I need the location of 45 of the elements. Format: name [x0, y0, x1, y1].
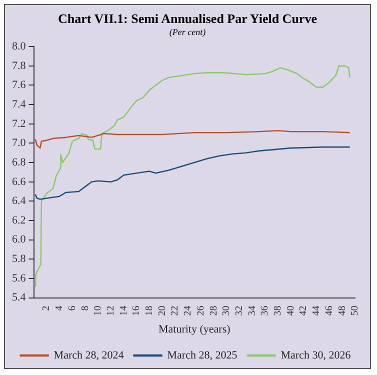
- y-tick-label: 7.2: [12, 118, 26, 130]
- y-tick-label: 5.6: [12, 272, 26, 284]
- y-tick-label: 6.4: [12, 195, 26, 208]
- x-tick-label: 18: [144, 306, 156, 316]
- x-tick-label: 24: [182, 306, 194, 316]
- legend-label: March 30, 2026: [280, 349, 352, 362]
- x-tick-label: 34: [246, 306, 258, 316]
- x-tick-label: 2: [41, 306, 52, 311]
- y-tick-label: 7.0: [12, 137, 26, 150]
- y-tick-label: 5.4: [12, 292, 26, 304]
- x-tick-label: 20: [156, 306, 168, 316]
- y-tick-label: 7.4: [12, 98, 26, 110]
- x-tick-label: 30: [221, 306, 232, 316]
- y-tick-label: 8.0: [12, 40, 26, 52]
- x-tick-label: 48: [336, 306, 348, 316]
- y-tick-label: 7.8: [12, 60, 26, 72]
- x-tick-label: 12: [105, 306, 116, 316]
- x-tick-label: 28: [208, 306, 220, 316]
- y-tick-label: 7.6: [12, 79, 26, 92]
- x-tick-label: 22: [170, 306, 181, 316]
- x-tick-label: 16: [131, 306, 142, 316]
- y-tick-label: 6.6: [12, 176, 26, 188]
- x-tick-label: 40: [285, 306, 296, 316]
- x-tick-label: 36: [260, 306, 271, 316]
- x-tick-label: 38: [272, 306, 284, 316]
- y-tick-label: 6.8: [12, 156, 26, 168]
- legend-label: March 28, 2024: [54, 349, 124, 362]
- x-tick-label: 4: [54, 306, 66, 311]
- x-tick-label: 8: [80, 306, 91, 311]
- x-tick-label: 50: [350, 306, 361, 316]
- x-tick-label: 14: [118, 306, 130, 316]
- chart-subtitle: (Per cent): [168, 27, 207, 37]
- x-tick-label: 26: [195, 306, 206, 316]
- y-tick-label: 6.0: [12, 234, 26, 246]
- x-tick-label: 32: [234, 306, 245, 316]
- x-tick-label: 42: [298, 306, 310, 316]
- legend-label: March 28, 2025: [167, 349, 238, 362]
- x-tick-label: 10: [92, 306, 104, 316]
- x-axis-title: Maturity (years): [158, 323, 231, 336]
- y-tick-label: 6.2: [12, 214, 26, 226]
- x-tick-label: 6: [66, 306, 78, 311]
- chart-title: Chart VII.1: Semi Annualised Par Yield Curve: [57, 11, 318, 27]
- y-tick-label: 5.8: [12, 253, 26, 266]
- x-tick-label: 44: [311, 306, 322, 316]
- x-tick-label: 46: [324, 306, 335, 316]
